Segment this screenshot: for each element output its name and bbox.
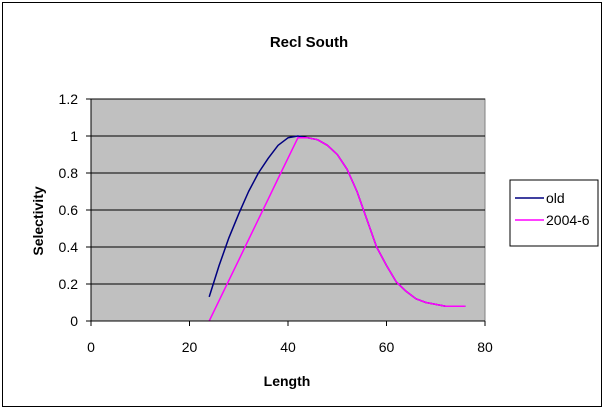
chart-title: Recl South bbox=[270, 34, 348, 51]
chart-area: Recl South 0 0.2 0.4 0.6 0.8 1 1.2 0 20 40 60 80 Le… bbox=[2, 2, 602, 407]
legend: old 2004-6 bbox=[509, 179, 599, 247]
x-tick-label: 60 bbox=[379, 339, 395, 355]
y-axis-title: Selectivity bbox=[30, 186, 46, 255]
y-tick-label: 0 bbox=[70, 313, 78, 329]
legend-label-0: old bbox=[546, 190, 565, 206]
y-tick-label: 0.8 bbox=[59, 165, 79, 181]
legend-items: old 2004-6 bbox=[515, 190, 590, 228]
legend-label-1: 2004-6 bbox=[546, 212, 590, 228]
axes bbox=[86, 98, 486, 326]
x-tick-label: 0 bbox=[87, 339, 95, 355]
series-lines bbox=[208, 135, 466, 322]
x-tick-label: 40 bbox=[280, 339, 296, 355]
y-tick-label: 0.2 bbox=[59, 276, 79, 292]
y-tick-label: 0.6 bbox=[59, 202, 79, 218]
legend-box bbox=[509, 179, 599, 247]
y-tick-label: 1.2 bbox=[59, 91, 79, 107]
chart-svg: Recl South 0 0.2 0.4 0.6 0.8 1 1.2 0 20 40 60 80 Le… bbox=[30, 34, 599, 389]
tick-labels: 0 0.2 0.4 0.6 0.8 1 1.2 0 20 40 60 80 bbox=[59, 91, 493, 355]
y-tick-label: 1 bbox=[70, 128, 78, 144]
series-line-1 bbox=[208, 137, 466, 322]
x-axis-title: Length bbox=[264, 373, 311, 389]
x-tick-label: 80 bbox=[477, 339, 493, 355]
y-tick-label: 0.4 bbox=[59, 239, 79, 255]
x-tick-label: 20 bbox=[182, 339, 198, 355]
